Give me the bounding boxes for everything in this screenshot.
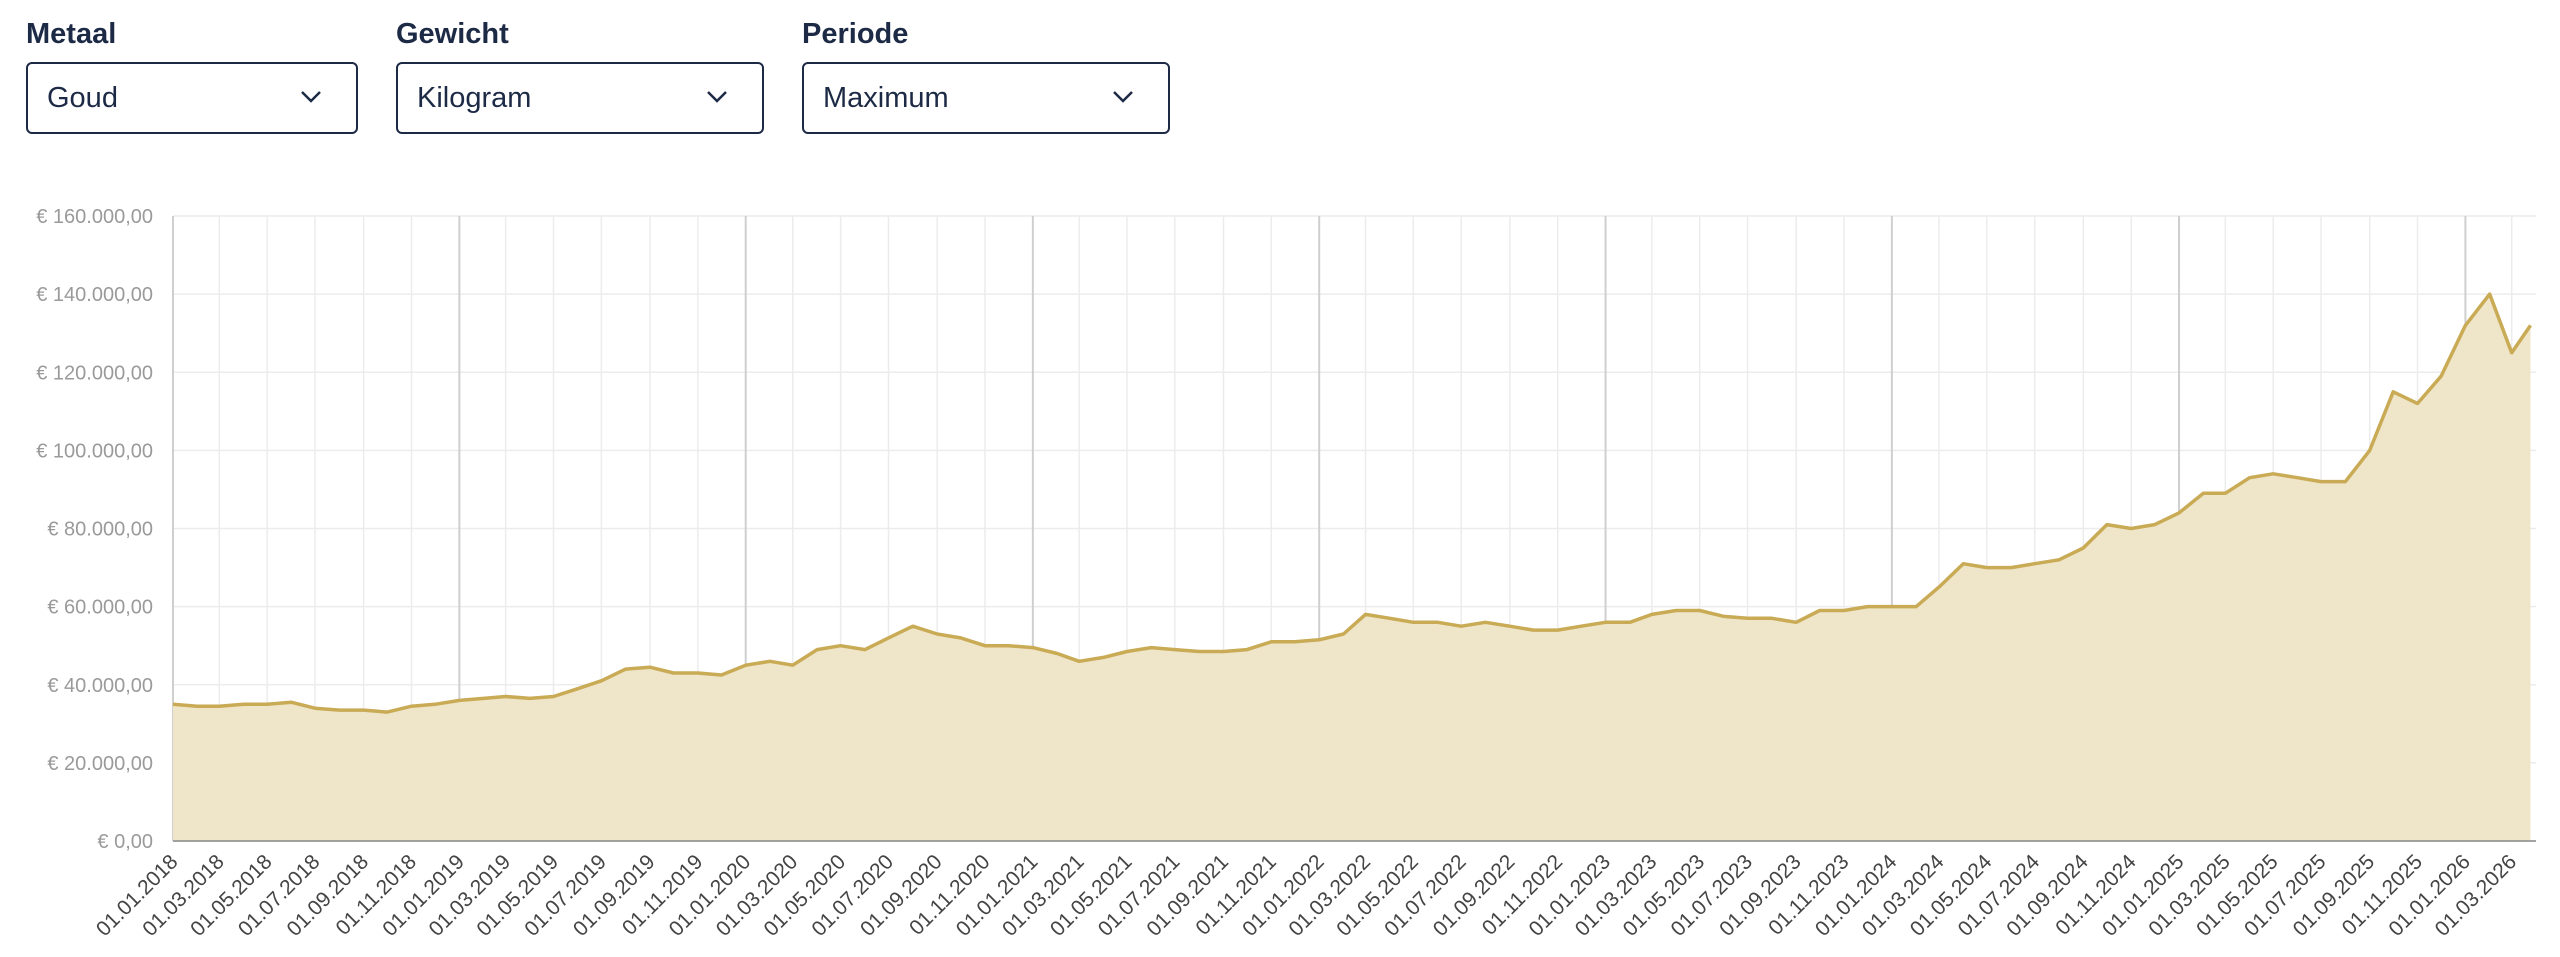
line	[172, 292, 2532, 714]
y-tick-label: € 160.000,00	[36, 206, 153, 228]
dropdown-value: Goud	[47, 82, 118, 114]
dropdown-value: Kilogram	[417, 82, 532, 114]
filter-label: Gewicht	[396, 18, 509, 50]
filter: Periode Maximum	[802, 18, 1170, 134]
y-tick-label: € 20.000,00	[47, 753, 153, 775]
chevron-icon	[301, 91, 321, 103]
y-tick-label: € 40.000,00	[47, 675, 153, 697]
dropdown[interactable]: Maximum	[802, 62, 1170, 134]
filter-label: Periode	[802, 18, 909, 50]
filter: Metaal Goud	[26, 18, 358, 134]
y-tick-label: € 0,00	[97, 831, 153, 853]
filter: Gewicht Kilogram	[396, 18, 764, 134]
chevron-icon	[707, 91, 727, 103]
filter-label: Metaal	[26, 18, 117, 50]
y-tick-label: € 120.000,00	[36, 362, 153, 384]
chevron-icon	[1113, 91, 1133, 103]
y-tick-label: € 60.000,00	[47, 597, 153, 619]
y-tick-label: € 140.000,00	[36, 284, 153, 306]
y-tick-label: € 100.000,00	[36, 440, 153, 462]
dropdown[interactable]: Goud	[26, 62, 358, 134]
area	[173, 294, 2531, 842]
y-tick-label: € 80.000,00	[47, 519, 153, 541]
dropdown-value: Maximum	[823, 82, 949, 114]
dropdown[interactable]: Kilogram	[396, 62, 764, 134]
